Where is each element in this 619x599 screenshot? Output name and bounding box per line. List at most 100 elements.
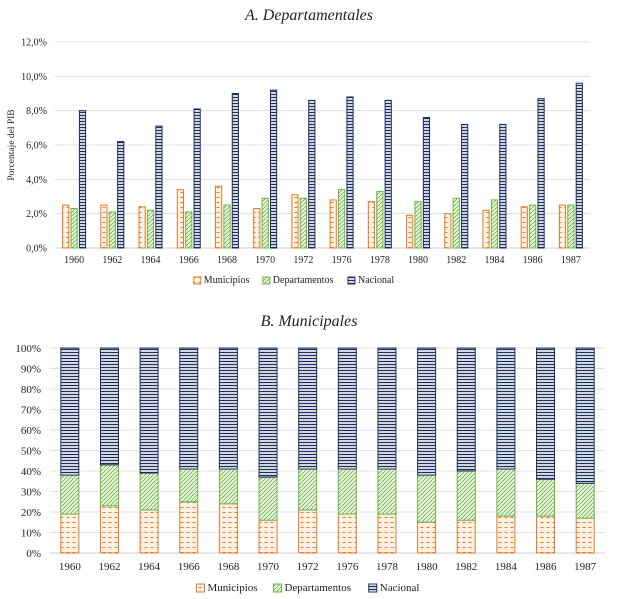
- bar-departamentos-1962: [99, 464, 119, 507]
- bar-municipios-1978: [377, 513, 397, 554]
- bar-nacional-1972: [298, 347, 318, 470]
- x-tick-label: 1982: [455, 561, 477, 573]
- bar-departamentos-1960: [70, 208, 78, 249]
- bar-municipios-1972: [291, 194, 299, 249]
- x-tick-label: 1972: [293, 255, 313, 266]
- bar-municipios-1976: [337, 513, 357, 554]
- bar-departamentos-1962: [108, 211, 116, 249]
- x-tick-label: 1966: [179, 255, 199, 266]
- chart-a-ylabel: Porcentaje del PIB: [7, 109, 17, 180]
- x-tick-label: 1984: [495, 561, 518, 573]
- bar-nacional-1970: [258, 347, 278, 478]
- legend-label-municipios: Municipios: [204, 275, 250, 286]
- bar-departamentos-1976: [338, 189, 346, 249]
- y-tick-label: 70%: [21, 405, 41, 417]
- bar-nacional-1960: [78, 110, 87, 249]
- y-tick-label: 30%: [21, 487, 41, 499]
- y-tick-label: 80%: [21, 384, 41, 396]
- chart-b-xticks: 1960 1962 1964 1966 1968 1970 1972 1976 1978 1980…: [59, 561, 597, 573]
- bar-nacional-1966: [193, 108, 201, 249]
- bar-municipios-1970: [258, 519, 278, 554]
- bar-nacional-1962: [117, 141, 125, 249]
- bar-nacional-1986: [536, 347, 556, 480]
- bar-nacional-1964: [155, 125, 163, 249]
- bar-departamentos-1978: [376, 190, 384, 249]
- x-tick-label: 1984: [484, 255, 504, 266]
- chart-a-legend: Municipios Departamentos Nacional: [193, 275, 394, 286]
- bar-departamentos-1972: [299, 197, 307, 249]
- bar-municipios-1987: [558, 204, 567, 249]
- bar-departamentos-1982: [456, 470, 476, 521]
- chart-a-gridlines: [55, 41, 590, 249]
- y-tick-label: 12,0%: [21, 38, 47, 49]
- bar-departamentos-1964: [139, 472, 159, 511]
- legend-label-municipios: Municipios: [207, 582, 257, 594]
- bar-departamentos-1976: [337, 468, 357, 515]
- bar-departamentos-1982: [452, 197, 460, 249]
- bar-nacional-1982: [456, 347, 476, 472]
- bar-municipios-1962: [100, 204, 108, 249]
- bar-departamentos-1968: [218, 468, 238, 505]
- bar-departamentos-1986: [536, 478, 556, 517]
- chart-b-gridlines: [50, 347, 605, 554]
- bar-municipios-1986: [520, 206, 528, 249]
- bar-municipios-1968: [218, 503, 238, 554]
- bar-departamentos-1980: [417, 474, 437, 523]
- bar-municipios-1978: [367, 201, 376, 249]
- chart-a-yticks: 0,0% 2,0% 4,0% 6,0% 8,0% 10,0% 12,0%: [21, 38, 47, 255]
- bar-departamentos-1964: [146, 209, 155, 249]
- bar-departamentos-1966: [185, 211, 193, 249]
- x-tick-label: 1982: [446, 255, 466, 266]
- bar-departamentos-1980: [414, 201, 422, 249]
- legend-swatch-municipios: [193, 276, 202, 285]
- legend-label-departamentos: Departamentos: [284, 582, 351, 594]
- bar-nacional-1972: [308, 99, 316, 249]
- bar-municipios-1972: [298, 509, 318, 554]
- y-tick-label: 8,0%: [26, 106, 47, 117]
- bar-departamentos-1987: [567, 204, 575, 249]
- bar-nacional-1984: [496, 347, 516, 470]
- bar-departamentos-1970: [261, 197, 269, 249]
- x-tick-label: 1978: [370, 255, 390, 266]
- bar-municipios-1964: [139, 509, 159, 554]
- bar-nacional-1980: [417, 347, 437, 476]
- x-tick-label: 1962: [98, 561, 120, 573]
- y-tick-label: 0%: [26, 548, 41, 560]
- bar-municipios-1980: [417, 521, 437, 554]
- bar-municipios-1964: [138, 206, 146, 249]
- bar-departamentos-1987: [575, 482, 595, 519]
- bar-nacional-1980: [422, 117, 431, 249]
- bar-departamentos-1972: [298, 468, 318, 511]
- bar-nacional-1987: [575, 82, 583, 249]
- bar-municipios-1960: [60, 513, 80, 554]
- bar-municipios-1987: [575, 517, 595, 554]
- legend-label-nacional: Nacional: [358, 275, 394, 286]
- bar-nacional-1968: [218, 347, 238, 470]
- bar-municipios-1982: [456, 519, 476, 554]
- bar-departamentos-1966: [179, 468, 199, 503]
- chart-b-bars: [60, 347, 595, 554]
- bar-nacional-1964: [139, 347, 159, 474]
- bar-nacional-1984: [499, 123, 507, 249]
- bar-departamentos-1960: [60, 474, 80, 515]
- bar-nacional-1986: [537, 98, 545, 249]
- bar-municipios-1984: [496, 515, 516, 554]
- bar-nacional-1968: [231, 93, 239, 249]
- x-tick-label: 1968: [217, 255, 237, 266]
- chart-b-legend: Municipios Departamentos Nacional: [195, 582, 419, 594]
- x-tick-label: 1987: [574, 561, 597, 573]
- chart-a-bars: [62, 82, 583, 249]
- y-tick-label: 60%: [21, 425, 41, 437]
- y-tick-label: 40%: [21, 466, 41, 478]
- x-tick-label: 1980: [408, 255, 428, 266]
- chart-a-title: A. Departamentales: [244, 7, 373, 24]
- bar-nacional-1966: [179, 347, 199, 470]
- chart-departamentales: A. Departamentales Porcentaje del PIB 0,…: [7, 7, 590, 286]
- x-tick-label: 1976: [336, 561, 359, 573]
- x-tick-label: 1970: [255, 255, 275, 266]
- bar-municipios-1968: [214, 185, 223, 249]
- bar-municipios-1966: [179, 501, 199, 554]
- bar-departamentos-1984: [496, 468, 516, 517]
- chart-b-yticks: 0% 10% 20% 30% 40% 50% 60% 70% 80% 90% 100%: [15, 343, 41, 560]
- legend-swatch-departamentos: [262, 276, 271, 285]
